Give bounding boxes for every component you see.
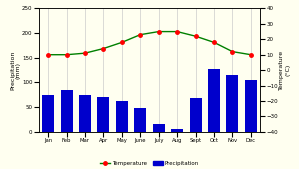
Bar xyxy=(134,108,146,132)
Bar xyxy=(42,95,54,132)
Bar xyxy=(245,80,257,132)
Bar xyxy=(153,124,165,132)
Bar xyxy=(60,90,73,132)
Bar xyxy=(116,101,128,132)
Bar xyxy=(171,129,183,132)
Legend: Temperature, Precipitation: Temperature, Precipitation xyxy=(98,159,201,168)
Bar xyxy=(190,98,202,132)
Bar xyxy=(79,95,91,132)
Y-axis label: Temperature
(°C): Temperature (°C) xyxy=(279,50,290,90)
Bar xyxy=(208,69,220,132)
Bar xyxy=(226,75,239,132)
Bar xyxy=(97,97,109,132)
Y-axis label: Precipitation
(mm): Precipitation (mm) xyxy=(10,51,21,90)
